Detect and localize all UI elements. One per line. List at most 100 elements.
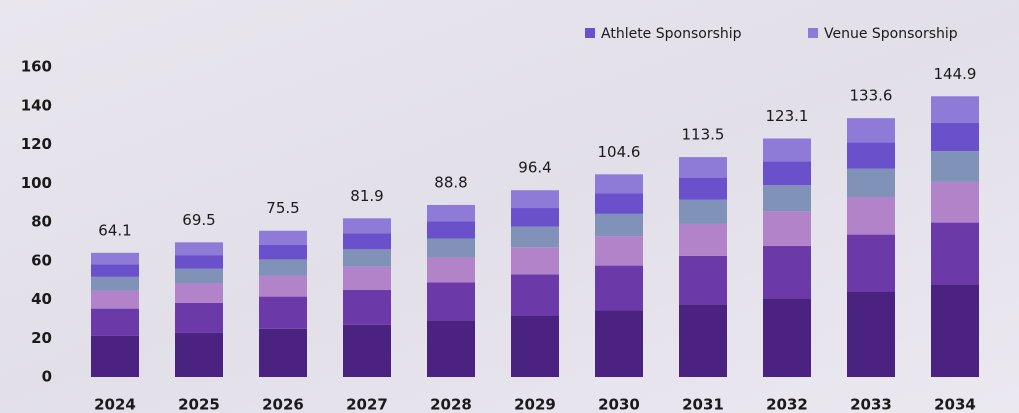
bar-segment — [91, 276, 139, 291]
y-tick-label: 20 — [31, 329, 52, 347]
bar-segment — [259, 259, 307, 276]
bar-segment — [259, 328, 307, 377]
bar-segment — [427, 221, 475, 239]
y-tick-label: 160 — [21, 58, 52, 76]
bar-segment — [679, 304, 727, 377]
bar-segment — [259, 244, 307, 260]
y-tick-label: 80 — [31, 213, 52, 231]
bar-segment — [763, 298, 811, 377]
legend-swatch — [585, 28, 595, 38]
bar-segment — [679, 199, 727, 224]
x-tick-label: 2031 — [682, 396, 724, 413]
y-tick-label: 0 — [42, 368, 52, 386]
total-label: 113.5 — [682, 126, 725, 144]
total-label: 96.4 — [518, 159, 551, 177]
bar-segment — [259, 275, 307, 297]
bar-segment — [847, 118, 895, 143]
bar-segment — [679, 177, 727, 200]
bar-segment — [511, 208, 559, 227]
bar-segment — [763, 161, 811, 186]
bar-segment — [175, 332, 223, 377]
bar-segment — [595, 213, 643, 237]
y-tick-label: 140 — [21, 96, 52, 114]
total-label: 144.9 — [934, 65, 977, 83]
bar-segment — [91, 335, 139, 377]
bar-segment — [847, 197, 895, 235]
total-label: 133.6 — [850, 87, 893, 105]
y-tick-label: 120 — [21, 135, 52, 153]
bar-segment — [343, 266, 391, 290]
bar-segment — [427, 238, 475, 258]
bar-segment — [511, 247, 559, 275]
y-tick-label: 100 — [21, 174, 52, 192]
y-tick-label: 40 — [31, 290, 52, 308]
bar-segment — [343, 289, 391, 325]
bar-segment — [343, 324, 391, 377]
legend-label: Venue Sponsorship — [824, 26, 958, 42]
bar-segment — [847, 234, 895, 292]
bar-segment — [931, 222, 979, 285]
bar-segment — [511, 315, 559, 377]
bar-segment — [511, 274, 559, 316]
bar-segment — [91, 264, 139, 277]
bar-segment — [763, 245, 811, 299]
bar-segment — [931, 181, 979, 223]
x-tick-label: 2027 — [346, 396, 388, 413]
x-tick-label: 2033 — [850, 396, 892, 413]
x-tick-label: 2030 — [598, 396, 640, 413]
bar-segment — [763, 211, 811, 246]
bar-segment — [343, 218, 391, 234]
x-tick-label: 2028 — [430, 396, 472, 413]
bar-segment — [595, 193, 643, 214]
bar-segment — [427, 257, 475, 283]
bar-segment — [511, 226, 559, 248]
bar-segment — [259, 230, 307, 245]
legend-label: Athlete Sponsorship — [601, 26, 742, 42]
bar-segment — [343, 249, 391, 267]
bar-segment — [763, 138, 811, 162]
bar-segment — [175, 283, 223, 303]
bar-segment — [511, 190, 559, 209]
bar-segment — [91, 290, 139, 309]
bar-segment — [847, 168, 895, 198]
bar-segment — [259, 296, 307, 329]
bar-segment — [679, 255, 727, 305]
bar-segment — [679, 157, 727, 178]
bar-segment — [679, 223, 727, 256]
bar-segment — [427, 320, 475, 377]
bar-segment — [763, 185, 811, 212]
x-tick-label: 2029 — [514, 396, 556, 413]
bar-segment — [175, 242, 223, 256]
bar-segment — [931, 151, 979, 182]
bar-segment — [595, 174, 643, 194]
bar-segment — [595, 310, 643, 377]
bar-segment — [91, 252, 139, 265]
bar-segment — [343, 233, 391, 250]
total-label: 81.9 — [350, 187, 383, 205]
x-tick-label: 2024 — [94, 396, 136, 413]
bar-segment — [847, 142, 895, 169]
legend-swatch — [808, 28, 818, 38]
bar-segment — [595, 265, 643, 311]
bar-segment — [175, 255, 223, 269]
x-tick-label: 2034 — [934, 396, 976, 413]
bar-segment — [175, 302, 223, 333]
bar-segment — [595, 236, 643, 266]
total-label: 75.5 — [266, 199, 299, 217]
bar-segment — [931, 284, 979, 377]
total-label: 64.1 — [98, 221, 131, 239]
bar-segment — [91, 308, 139, 336]
x-tick-label: 2025 — [178, 396, 220, 413]
total-label: 69.5 — [182, 211, 215, 229]
bar-segment — [427, 282, 475, 321]
total-label: 104.6 — [598, 143, 641, 161]
x-tick-label: 2032 — [766, 396, 808, 413]
total-label: 88.8 — [434, 173, 467, 191]
y-tick-label: 60 — [31, 251, 52, 269]
bar-segment — [931, 96, 979, 123]
bar-segment — [847, 291, 895, 377]
bar-segment — [175, 268, 223, 284]
x-tick-label: 2026 — [262, 396, 304, 413]
total-label: 123.1 — [766, 107, 809, 125]
